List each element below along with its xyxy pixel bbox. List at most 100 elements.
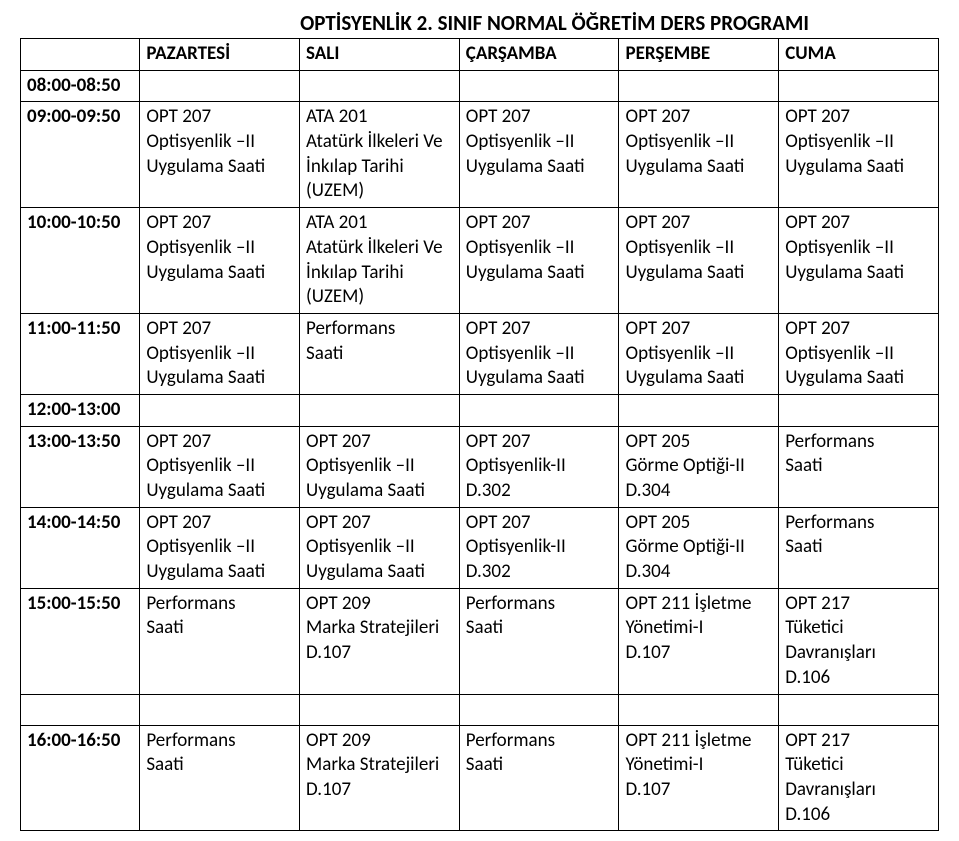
cell: OPT 207 Optisyenlik-II D.302: [459, 507, 619, 588]
table-row: 13:00-13:50 OPT 207 Optisyenlik –II Uygu…: [21, 426, 939, 507]
course-text: Uygulama Saati: [785, 155, 932, 180]
time-cell: 09:00-09:50: [21, 102, 140, 208]
course-text: D.302: [466, 560, 613, 585]
cell: OPT 207 Optisyenlik –II Uygulama Saati: [300, 426, 460, 507]
course-text: Uygulama Saati: [466, 155, 613, 180]
course-text: Saati: [146, 753, 293, 778]
course-text: D.107: [306, 778, 453, 803]
course-text: Performans: [466, 729, 613, 754]
course-text: D.304: [625, 479, 772, 504]
course-text: Davranışları: [785, 778, 932, 803]
course-text: (UZEM): [306, 285, 453, 310]
course-text: Optisyenlik –II: [625, 342, 772, 367]
course-text: Optisyenlik –II: [625, 236, 772, 261]
course-text: OPT 207: [625, 211, 772, 236]
cell: OPT 207 Optisyenlik –II Uygulama Saati: [140, 313, 300, 394]
course-text: OPT 207: [785, 105, 932, 130]
cell: OPT 211 İşletme Yönetimi-I D.107: [619, 725, 779, 831]
course-text: Optisyenlik-II: [466, 454, 613, 479]
course-text: Uygulama Saati: [146, 479, 293, 504]
cell: [619, 394, 779, 426]
course-text: Tüketici: [785, 616, 932, 641]
cell: [300, 694, 460, 725]
table-row: 10:00-10:50 OPT 207 Optisyenlik –II Uygu…: [21, 208, 939, 314]
course-text: Uygulama Saati: [466, 261, 613, 286]
course-text: OPT 211 İşletme: [625, 729, 772, 754]
cell: OPT 207 Optisyenlik –II Uygulama Saati: [459, 102, 619, 208]
course-text: Optisyenlik –II: [146, 535, 293, 560]
cell: [779, 694, 939, 725]
course-text: Optisyenlik –II: [306, 535, 453, 560]
schedule-table: PAZARTESİ SALI ÇARŞAMBA PERŞEMBE CUMA 08…: [20, 38, 939, 831]
course-text: OPT 209: [306, 729, 453, 754]
course-text: Performans: [146, 729, 293, 754]
table-row: 09:00-09:50 OPT 207 Optisyenlik –II Uygu…: [21, 102, 939, 208]
course-text: Yönetimi-I: [625, 616, 772, 641]
cell: [779, 70, 939, 102]
course-text: D.106: [785, 803, 932, 828]
course-text: Uygulama Saati: [625, 366, 772, 391]
course-text: D.106: [785, 666, 932, 691]
course-text: OPT 205: [625, 430, 772, 455]
cell: OPT 207 Optisyenlik –II Uygulama Saati: [619, 313, 779, 394]
header-mon: PAZARTESİ: [140, 39, 300, 71]
course-text: Uygulama Saati: [146, 261, 293, 286]
course-text: OPT 207: [146, 430, 293, 455]
time-cell: 16:00-16:50: [21, 725, 140, 831]
cell: [619, 70, 779, 102]
cell: OPT 207 Optisyenlik –II Uygulama Saati: [619, 102, 779, 208]
time-cell: 11:00-11:50: [21, 313, 140, 394]
course-text: OPT 211 İşletme: [625, 592, 772, 617]
time-cell: 12:00-13:00: [21, 394, 140, 426]
time-cell: 13:00-13:50: [21, 426, 140, 507]
cell: [140, 70, 300, 102]
course-text: Tüketici: [785, 753, 932, 778]
course-text: D.107: [625, 778, 772, 803]
cell: OPT 207 Optisyenlik –II Uygulama Saati: [779, 102, 939, 208]
cell: OPT 209 Marka Stratejileri D.107: [300, 588, 460, 694]
cell: [140, 394, 300, 426]
cell: Performans Saati: [459, 725, 619, 831]
cell: Performans Saati: [779, 507, 939, 588]
course-text: Yönetimi-I: [625, 753, 772, 778]
course-text: Saati: [306, 342, 453, 367]
course-text: OPT 207: [625, 317, 772, 342]
table-row: 12:00-13:00: [21, 394, 939, 426]
course-text: Optisyenlik –II: [625, 130, 772, 155]
course-text: OPT 207: [146, 317, 293, 342]
cell: [459, 694, 619, 725]
cell: Performans Saati: [140, 725, 300, 831]
course-text: OPT 207: [466, 211, 613, 236]
cell: OPT 207 Optisyenlik –II Uygulama Saati: [300, 507, 460, 588]
course-text: Uygulama Saati: [146, 366, 293, 391]
cell: [779, 394, 939, 426]
course-text: Performans: [306, 317, 453, 342]
course-text: Optisyenlik –II: [306, 454, 453, 479]
course-text: Görme Optiği-II: [625, 535, 772, 560]
course-text: Marka Stratejileri: [306, 753, 453, 778]
course-text: OPT 217: [785, 729, 932, 754]
course-text: OPT 207: [785, 317, 932, 342]
cell: OPT 211 İşletme Yönetimi-I D.107: [619, 588, 779, 694]
course-text: Performans: [466, 592, 613, 617]
course-text: Optisyenlik –II: [146, 454, 293, 479]
cell: Performans Saati: [779, 426, 939, 507]
course-text: OPT 205: [625, 511, 772, 536]
time-cell: 14:00-14:50: [21, 507, 140, 588]
course-text: OPT 207: [146, 511, 293, 536]
time-cell: 15:00-15:50: [21, 588, 140, 694]
cell: OPT 207 Optisyenlik –II Uygulama Saati: [459, 313, 619, 394]
header-tue: SALI: [300, 39, 460, 71]
course-text: OPT 209: [306, 592, 453, 617]
course-text: Uygulama Saati: [785, 366, 932, 391]
course-text: Uygulama Saati: [306, 560, 453, 585]
header-row: PAZARTESİ SALI ÇARŞAMBA PERŞEMBE CUMA: [21, 39, 939, 71]
course-text: OPT 207: [146, 105, 293, 130]
cell: OPT 217 Tüketici Davranışları D.106: [779, 725, 939, 831]
course-text: D.107: [306, 641, 453, 666]
course-text: Uygulama Saati: [306, 479, 453, 504]
course-text: Davranışları: [785, 641, 932, 666]
course-text: OPT 207: [466, 430, 613, 455]
course-text: OPT 207: [625, 105, 772, 130]
course-text: Optisyenlik –II: [146, 342, 293, 367]
